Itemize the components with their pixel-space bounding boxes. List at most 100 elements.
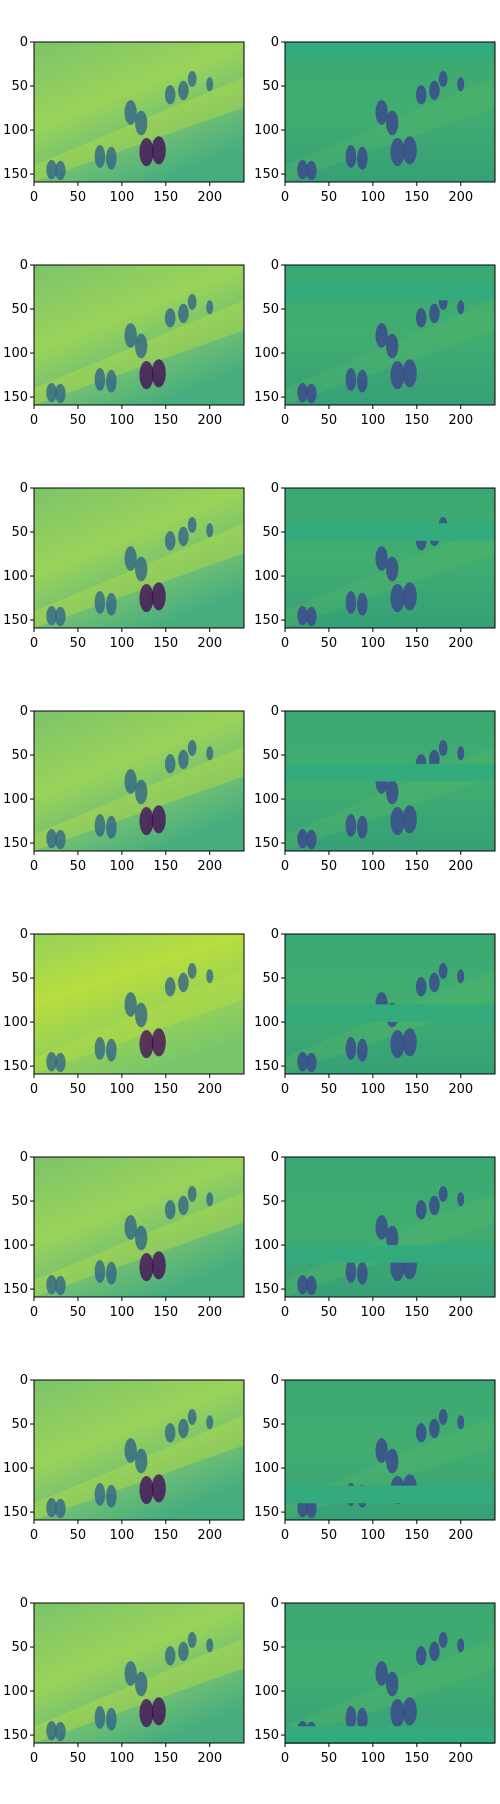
x-tick-label-r3-c2-0: 0 bbox=[281, 636, 289, 651]
figure-blob-r1-c1-9 bbox=[164, 85, 176, 105]
x-tick-label-r8-c1-100: 100 bbox=[109, 1751, 134, 1766]
figure-blob-r2-c2-9 bbox=[415, 308, 427, 328]
figure-blob-r2-c1-1 bbox=[46, 382, 57, 403]
y-tick-label-r3-c1-50: 50 bbox=[11, 525, 28, 540]
masked-band-r3 bbox=[285, 523, 495, 541]
y-tick-label-r5-c1-50: 50 bbox=[11, 971, 28, 986]
masked-band-r4 bbox=[285, 763, 495, 782]
y-tick-label-r3-c1-100: 100 bbox=[3, 569, 28, 584]
x-tick-label-r7-c1-0: 0 bbox=[30, 1528, 38, 1543]
figure-blob-r3-c2-6 bbox=[386, 556, 399, 582]
figure-blob-r8-c1-10 bbox=[178, 1641, 189, 1662]
panel-r8-c1: 0 50 100 150 200 0 50 100 150 bbox=[3, 1596, 245, 1766]
figure-blob-r5-c2-12 bbox=[457, 969, 465, 984]
axes-frame-r3-c1 bbox=[33, 487, 245, 629]
figure-blob-r8-c2-11 bbox=[438, 1632, 448, 1648]
y-tick-label-r2-c1-50: 50 bbox=[11, 302, 28, 317]
figure-blob-r6-c1-4 bbox=[106, 1261, 117, 1285]
figure-blob-r3-c1-11 bbox=[187, 517, 197, 533]
figure-blob-r1-c1-1 bbox=[46, 159, 57, 180]
y-tick-label-r4-c1-100: 100 bbox=[3, 792, 28, 807]
axes-frame-r6-c2 bbox=[284, 1156, 496, 1298]
y-tick-label-r3-c2-0: 0 bbox=[271, 481, 279, 496]
axes-frame-r8-c1 bbox=[33, 1602, 245, 1744]
axes-frame-r5-c2 bbox=[284, 933, 496, 1075]
x-tick-label-r8-c2-0: 0 bbox=[281, 1751, 289, 1766]
figure-blob-r8-c2-4 bbox=[357, 1707, 368, 1731]
figure-blob-r6-c1-7 bbox=[139, 1252, 154, 1282]
figure-blob-r6-c1-2 bbox=[55, 1275, 66, 1296]
x-tick-label-r1-c1-150: 150 bbox=[153, 190, 178, 205]
figure-blob-r1-c1-3 bbox=[94, 145, 106, 168]
y-tick-label-r4-c1-150: 150 bbox=[3, 836, 28, 851]
y-tick-label-r7-c2-100: 100 bbox=[254, 1461, 279, 1476]
figure-blob-r1-c1-5 bbox=[124, 100, 137, 125]
x-tick-label-r3-c1-100: 100 bbox=[109, 636, 134, 651]
x-tick-label-r5-c1-50: 50 bbox=[70, 1082, 87, 1097]
y-tick-label-r2-c2-150: 150 bbox=[254, 390, 279, 405]
x-tick-label-r6-c1-100: 100 bbox=[109, 1305, 134, 1320]
y-tick-label-r8-c2-150: 150 bbox=[254, 1728, 279, 1743]
figure-blob-r6-c2-4 bbox=[357, 1261, 368, 1285]
x-tick-label-r6-c1-0: 0 bbox=[30, 1305, 38, 1320]
figure-blob-r5-c1-8 bbox=[151, 1028, 166, 1057]
figure-blob-r4-c1-7 bbox=[139, 806, 154, 836]
y-tick-label-r2-c2-100: 100 bbox=[254, 346, 279, 361]
x-tick-label-r7-c1-50: 50 bbox=[70, 1528, 87, 1543]
figure-blob-r6-c1-10 bbox=[178, 1195, 189, 1216]
y-tick-label-r5-c2-100: 100 bbox=[254, 1015, 279, 1030]
x-tick-label-r3-c2-150: 150 bbox=[404, 636, 429, 651]
figure-blob-r7-c1-8 bbox=[151, 1474, 166, 1503]
figure-blob-r1-c1-6 bbox=[135, 110, 148, 136]
figure-blob-r1-c2-6 bbox=[386, 110, 399, 136]
y-tick-label-r6-c1-0: 0 bbox=[20, 1150, 28, 1165]
figure-blob-r4-c1-4 bbox=[106, 815, 117, 839]
x-tick-label-r4-c1-50: 50 bbox=[70, 859, 87, 874]
figure-blob-r7-c1-12 bbox=[206, 1415, 214, 1430]
axes-frame-r1-c2 bbox=[284, 41, 496, 183]
figure-blob-r6-c1-5 bbox=[124, 1215, 137, 1240]
x-tick-label-r4-c2-0: 0 bbox=[281, 859, 289, 874]
y-tick-label-r1-c1-150: 150 bbox=[3, 167, 28, 182]
figure-blob-r8-c2-3 bbox=[345, 1706, 357, 1729]
x-tick-label-r1-c2-200: 200 bbox=[448, 190, 473, 205]
x-tick-label-r5-c2-150: 150 bbox=[404, 1082, 429, 1097]
y-tick-label-r6-c1-100: 100 bbox=[3, 1238, 28, 1253]
figure-blob-r8-c1-5 bbox=[124, 1661, 137, 1686]
figure-blob-r3-c1-7 bbox=[139, 583, 154, 613]
y-tick-label-r1-c1-100: 100 bbox=[3, 123, 28, 138]
panel-r1-c1: 0 50 100 150 200 0 50 100 150 bbox=[3, 35, 245, 205]
y-tick-label-r5-c2-0: 0 bbox=[271, 927, 279, 942]
figure-blob-r8-c1-12 bbox=[206, 1638, 214, 1653]
figure-blob-r7-c2-10 bbox=[429, 1418, 440, 1439]
axes-frame-r3-c2 bbox=[284, 487, 496, 629]
x-tick-label-r4-c1-0: 0 bbox=[30, 859, 38, 874]
y-tick-label-r7-c2-0: 0 bbox=[271, 1373, 279, 1388]
x-tick-label-r5-c2-100: 100 bbox=[360, 1082, 385, 1097]
figure-blob-r5-c1-1 bbox=[46, 1051, 57, 1072]
figure-blob-r5-c1-6 bbox=[135, 1002, 148, 1028]
figure-blob-r3-c2-2 bbox=[306, 606, 317, 627]
axes-frame-r8-c2 bbox=[284, 1602, 496, 1744]
figure-blob-r6-c1-8 bbox=[151, 1251, 166, 1280]
x-tick-label-r3-c1-200: 200 bbox=[197, 636, 222, 651]
x-tick-label-r7-c2-50: 50 bbox=[321, 1528, 338, 1543]
figure-blob-r8-c1-3 bbox=[94, 1706, 106, 1729]
figure-blob-r7-c1-10 bbox=[178, 1418, 189, 1439]
panel-r6-c1: 0 50 100 150 200 0 50 100 150 bbox=[3, 1150, 245, 1320]
y-tick-label-r2-c1-100: 100 bbox=[3, 346, 28, 361]
y-tick-label-r2-c1-150: 150 bbox=[3, 390, 28, 405]
figure-blob-r1-c1-12 bbox=[206, 77, 214, 92]
y-tick-label-r7-c1-50: 50 bbox=[11, 1417, 28, 1432]
axes-frame-r4-c2 bbox=[284, 710, 496, 852]
figure-blob-r7-c2-5 bbox=[375, 1438, 388, 1463]
figure-blob-r4-c1-8 bbox=[151, 805, 166, 834]
x-tick-label-r7-c1-150: 150 bbox=[153, 1528, 178, 1543]
figure-blob-r6-c2-1 bbox=[297, 1274, 308, 1295]
axes-frame-r2-c2 bbox=[284, 264, 496, 406]
figure-blob-r7-c1-11 bbox=[187, 1409, 197, 1425]
figure-blob-r1-c2-1 bbox=[297, 159, 308, 180]
figure-blob-r2-c2-12 bbox=[457, 300, 465, 315]
figure-blob-r7-c1-2 bbox=[55, 1498, 66, 1519]
y-tick-label-r4-c2-100: 100 bbox=[254, 792, 279, 807]
